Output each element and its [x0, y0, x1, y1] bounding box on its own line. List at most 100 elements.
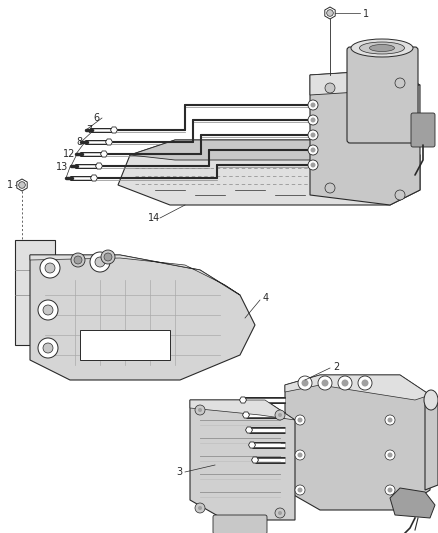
Text: 13: 13: [56, 162, 68, 172]
Polygon shape: [324, 7, 335, 19]
Polygon shape: [95, 163, 102, 169]
Polygon shape: [190, 400, 294, 420]
Circle shape: [310, 163, 315, 167]
Circle shape: [310, 102, 315, 108]
Circle shape: [277, 511, 281, 515]
Circle shape: [43, 343, 53, 353]
Circle shape: [198, 408, 201, 412]
Polygon shape: [284, 375, 429, 510]
FancyBboxPatch shape: [410, 113, 434, 147]
Circle shape: [360, 379, 367, 386]
Polygon shape: [100, 151, 107, 157]
Text: 1: 1: [7, 180, 13, 190]
Circle shape: [40, 258, 60, 278]
Circle shape: [194, 503, 205, 513]
Circle shape: [387, 488, 392, 492]
Bar: [80, 330, 170, 360]
Polygon shape: [248, 442, 255, 448]
Circle shape: [90, 252, 110, 272]
Circle shape: [357, 376, 371, 390]
FancyBboxPatch shape: [212, 515, 266, 533]
Circle shape: [307, 115, 317, 125]
Polygon shape: [242, 412, 249, 418]
Polygon shape: [309, 70, 419, 95]
Circle shape: [394, 78, 404, 88]
Circle shape: [198, 506, 201, 510]
Circle shape: [294, 415, 304, 425]
Circle shape: [274, 410, 284, 420]
Circle shape: [194, 405, 205, 415]
Circle shape: [324, 83, 334, 93]
Polygon shape: [15, 240, 55, 345]
Circle shape: [43, 305, 53, 315]
Circle shape: [307, 160, 317, 170]
Circle shape: [387, 417, 392, 423]
Circle shape: [310, 117, 315, 123]
Circle shape: [384, 415, 394, 425]
Polygon shape: [239, 397, 246, 403]
Circle shape: [38, 300, 58, 320]
Text: 8: 8: [77, 137, 83, 147]
Circle shape: [307, 130, 317, 140]
Circle shape: [384, 450, 394, 460]
Ellipse shape: [359, 42, 403, 54]
Circle shape: [297, 488, 302, 492]
Circle shape: [294, 485, 304, 495]
Text: 7: 7: [85, 125, 92, 135]
Circle shape: [274, 508, 284, 518]
Text: 14: 14: [148, 213, 160, 223]
Polygon shape: [17, 179, 27, 191]
Circle shape: [297, 417, 302, 423]
Text: 12: 12: [63, 149, 75, 159]
Polygon shape: [284, 375, 429, 400]
Circle shape: [297, 453, 302, 457]
Polygon shape: [30, 255, 240, 295]
Circle shape: [317, 376, 331, 390]
Circle shape: [301, 379, 308, 386]
Circle shape: [297, 376, 311, 390]
Circle shape: [71, 253, 85, 267]
Polygon shape: [118, 140, 419, 205]
Polygon shape: [309, 70, 419, 205]
Ellipse shape: [350, 39, 412, 57]
Polygon shape: [190, 400, 294, 520]
Circle shape: [104, 253, 112, 261]
Ellipse shape: [369, 44, 394, 52]
Polygon shape: [30, 255, 254, 380]
Text: 2: 2: [332, 362, 339, 372]
Circle shape: [337, 376, 351, 390]
Text: 1: 1: [362, 9, 368, 19]
Polygon shape: [251, 457, 258, 463]
Circle shape: [394, 190, 404, 200]
Circle shape: [310, 148, 315, 152]
Polygon shape: [105, 139, 112, 145]
Polygon shape: [110, 127, 117, 133]
Polygon shape: [245, 427, 252, 433]
Circle shape: [341, 379, 348, 386]
Circle shape: [307, 100, 317, 110]
Text: 6: 6: [94, 113, 100, 123]
Text: 4: 4: [262, 293, 268, 303]
Circle shape: [101, 250, 115, 264]
Ellipse shape: [423, 390, 437, 410]
Circle shape: [19, 182, 25, 188]
FancyBboxPatch shape: [346, 47, 417, 143]
Circle shape: [384, 485, 394, 495]
Circle shape: [95, 257, 105, 267]
Text: 3: 3: [176, 467, 182, 477]
Circle shape: [74, 256, 82, 264]
Circle shape: [387, 453, 392, 457]
Circle shape: [310, 133, 315, 138]
Circle shape: [321, 379, 328, 386]
Circle shape: [277, 413, 281, 417]
Polygon shape: [130, 140, 419, 160]
Circle shape: [326, 10, 332, 17]
Polygon shape: [389, 488, 434, 518]
Circle shape: [307, 145, 317, 155]
Circle shape: [45, 263, 55, 273]
Polygon shape: [90, 175, 97, 181]
Circle shape: [324, 183, 334, 193]
Polygon shape: [424, 400, 437, 490]
Circle shape: [38, 338, 58, 358]
Circle shape: [294, 450, 304, 460]
